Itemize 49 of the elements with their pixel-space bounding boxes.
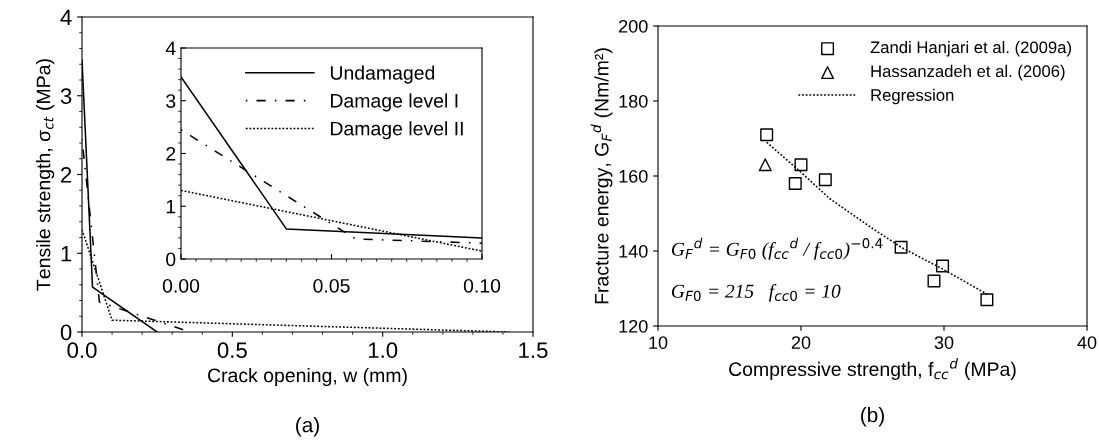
y-tick-label: 120 bbox=[619, 319, 648, 333]
y-tick-label: 0 bbox=[60, 324, 72, 341]
point bbox=[980, 293, 994, 307]
point bbox=[788, 176, 802, 191]
legend-label: Zandi Hanjari et al. (2009a) bbox=[870, 41, 1071, 57]
legend-label: Regression bbox=[871, 88, 954, 105]
x-tick-label: 1.5 bbox=[519, 342, 548, 359]
y-tick-label: 180 bbox=[619, 94, 648, 108]
text: (b) bbox=[861, 407, 884, 427]
y-tick-label: 4 bbox=[165, 41, 176, 56]
point bbox=[794, 158, 808, 172]
text: (a) bbox=[296, 417, 319, 437]
legend-label: Undamaged bbox=[330, 65, 435, 84]
x-tick-label: 0.5 bbox=[217, 342, 247, 359]
legend-label: Damage level I bbox=[331, 93, 458, 112]
x-axis-title: Compressive strength, f$_{cc}$$^{d}$ (MPa) bbox=[729, 358, 1016, 380]
legend-label: Damage level II bbox=[331, 121, 463, 140]
x-tick-label: 0.05 bbox=[313, 278, 350, 293]
x-tick-label: 0.10 bbox=[463, 278, 501, 293]
point bbox=[927, 274, 941, 288]
x-tick-label: 10 bbox=[649, 336, 668, 349]
y-axis-title: Tensile strength, σ$_{ct}$ (MPa) bbox=[36, 59, 55, 291]
legend-label: Hassanzadeh et al. (2006) bbox=[871, 64, 1065, 81]
point bbox=[818, 173, 832, 187]
x-tick-label: 40 bbox=[1077, 336, 1097, 349]
y-axis-title: Fracture energy, G$_{F}$$^{d}$ (Nm/m²) bbox=[590, 48, 613, 304]
y-tick-label: 140 bbox=[619, 244, 648, 258]
point bbox=[758, 158, 772, 172]
y-tick-label: 200 bbox=[619, 19, 648, 33]
text: G$_{F}$$^{d}$ = G$_{F0}$ (f$_{cc}$$^{d}$ / f$_{cc0}$)$^{−0.4}$ bbox=[671, 237, 883, 260]
x-tick-label: 20 bbox=[791, 336, 811, 349]
y-tick-label: 4 bbox=[60, 9, 72, 26]
point bbox=[894, 240, 908, 254]
point bbox=[936, 259, 950, 273]
y-tick-label: 3 bbox=[60, 88, 72, 105]
y-tick-label: 160 bbox=[619, 169, 648, 183]
y-tick-label: 1 bbox=[61, 246, 72, 262]
x-tick-label: 1.0 bbox=[368, 342, 398, 359]
y-tick-label: 2 bbox=[61, 167, 72, 183]
x-tick-label: 0.0 bbox=[67, 342, 97, 359]
y-tick-label: 0 bbox=[166, 252, 176, 267]
y-tick-label: 3 bbox=[166, 94, 176, 108]
x-axis-title: Crack opening, w (mm) bbox=[208, 367, 407, 387]
x-tick-label: 30 bbox=[934, 336, 954, 349]
annotation: G$_{F0}$ = 215 f$_{cc0}$ = 10 bbox=[671, 283, 841, 302]
y-tick-label: 1 bbox=[166, 199, 176, 214]
y-tick-label: 2 bbox=[166, 146, 176, 161]
x-tick-label: 0.00 bbox=[162, 278, 200, 293]
point bbox=[760, 128, 774, 142]
